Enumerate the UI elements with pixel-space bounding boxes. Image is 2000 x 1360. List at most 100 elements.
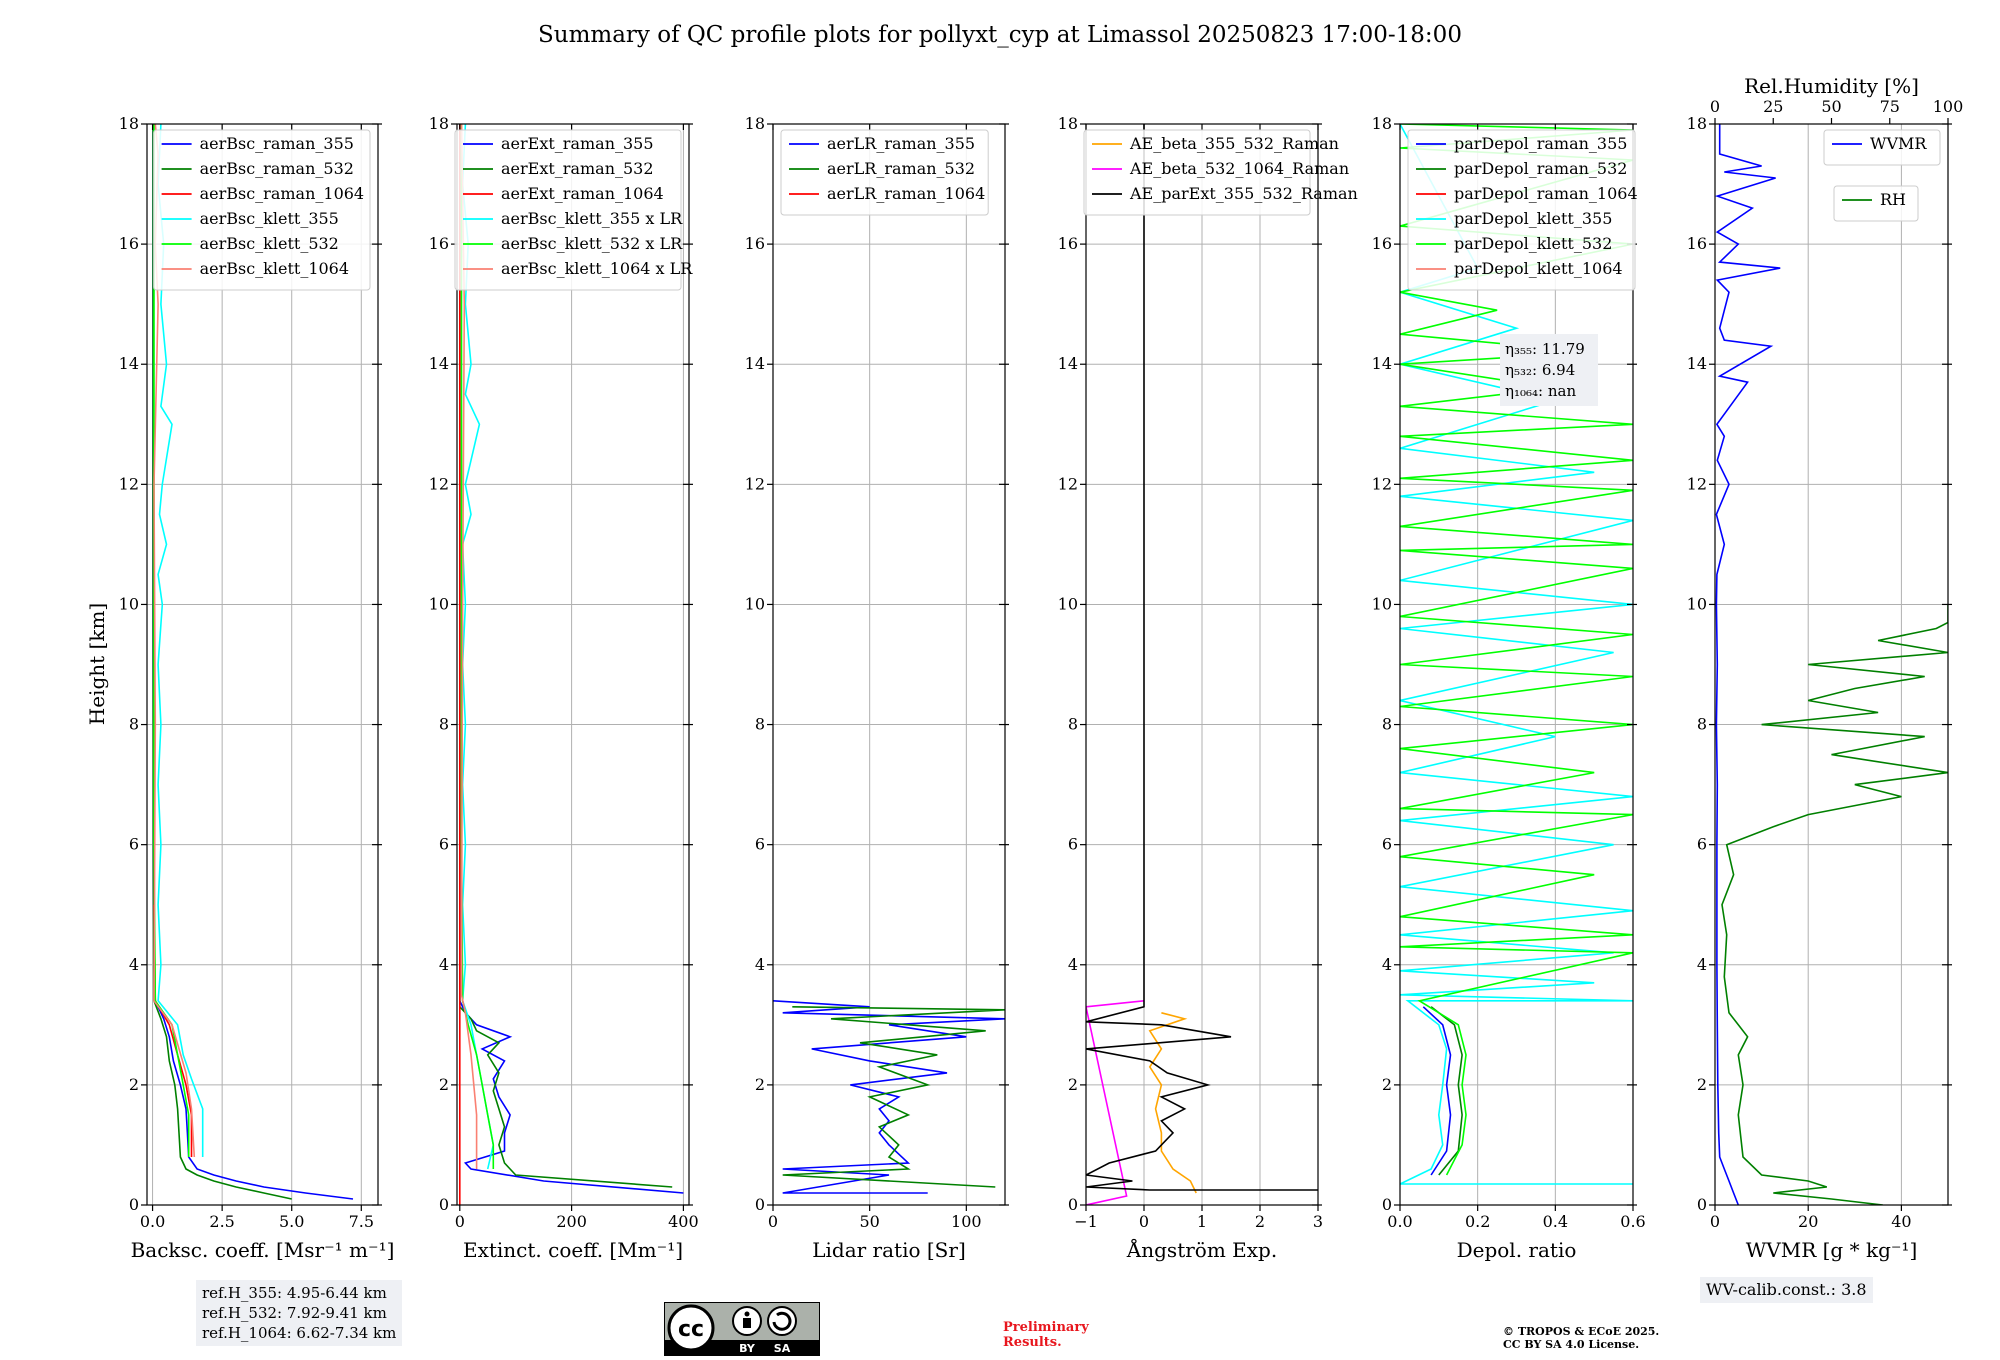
y-tick-label: 16 xyxy=(1687,234,1707,253)
legend-entry: aerBsc_raman_532 xyxy=(200,159,354,178)
legend-box xyxy=(1083,129,1311,216)
x2-tick-label: 75 xyxy=(1880,97,1900,116)
y-tick-label: 12 xyxy=(745,474,765,493)
legend-entry: parDepol_raman_1064 xyxy=(1454,184,1638,203)
legend-entry: aerBsc_klett_532 xyxy=(200,234,339,253)
x-tick-label: 0.6 xyxy=(1620,1212,1645,1231)
legend-box xyxy=(153,129,371,291)
copyright-line-2: CC BY SA 4.0 License. xyxy=(1503,1338,1640,1351)
x-tick-label: 20 xyxy=(1798,1212,1818,1231)
series-line-pardepol-klett-355 xyxy=(1400,124,1633,1185)
plot-frame xyxy=(146,123,379,1206)
y-tick-label: 8 xyxy=(129,715,139,734)
x-tick-label: 200 xyxy=(556,1212,587,1231)
x-tick-label: −1 xyxy=(1074,1212,1098,1231)
y-tick-label: 10 xyxy=(119,594,139,613)
x-axis-label: Ångström Exp. xyxy=(1126,1237,1277,1262)
series-line-ae-beta-532-1064-raman xyxy=(1086,1000,1145,1205)
plot-frame xyxy=(1714,123,1949,1206)
panel-1: 0.0 2.5 5.0 7.5 0 2 4 6 8 10 12 14 16 18 Backsc. coeff… xyxy=(119,114,395,1262)
panel-6: 0 20 40 0 2 4 6 8 10 12 14 16 18 WVMR [g * kg⁻¹] 0 25 50… xyxy=(1687,74,1964,1262)
series-group xyxy=(773,1000,1005,1194)
x-tick-label: 50 xyxy=(859,1212,879,1231)
y-tick-label: 14 xyxy=(119,354,139,373)
legend-entry: AE_beta_355_532_Raman xyxy=(1129,134,1339,153)
legend-entry: parDepol_klett_532 xyxy=(1454,234,1612,253)
x-tick-label: 0.0 xyxy=(140,1212,165,1231)
annotation-line: η₅₃₂: 6.94 xyxy=(1505,361,1575,379)
y-tick-label: 10 xyxy=(1058,594,1078,613)
series-line-rh xyxy=(1721,604,1948,1205)
y-tick-label: 10 xyxy=(1372,594,1392,613)
y-tick-label: 8 xyxy=(1697,715,1707,734)
x2-tick-label: 25 xyxy=(1763,97,1783,116)
x-tick-label: 0 xyxy=(1139,1212,1149,1231)
panel-2: 0 200 400 0 2 4 6 8 10 12 14 16 18 Extinct. coeff. [M… xyxy=(429,114,699,1262)
copyright-note: © TROPOS & ECoE 2025. CC BY SA 4.0 Licen… xyxy=(1503,1325,1659,1351)
y-tick-label: 12 xyxy=(429,474,449,493)
y-tick-label: 18 xyxy=(1372,114,1392,133)
y-tick-label: 8 xyxy=(439,715,449,734)
series-line-aerlr-raman-532 xyxy=(782,1006,1005,1188)
series-line-aerext-raman-532 xyxy=(459,124,673,1188)
y-tick-label: 0 xyxy=(1068,1195,1078,1214)
legend-box xyxy=(1833,185,1919,222)
y-tick-label: 16 xyxy=(1058,234,1078,253)
y-tick-label: 14 xyxy=(429,354,449,373)
y-tick-label: 6 xyxy=(1068,835,1078,854)
series-line-aerlr-raman-355 xyxy=(773,1000,1005,1194)
cc-by-sa-logo: cc BY SA xyxy=(664,1302,820,1356)
x2-tick-label: 100 xyxy=(1933,97,1964,116)
series-line-ae-beta-355-532-raman xyxy=(1148,1012,1197,1194)
y-tick-label: 16 xyxy=(745,234,765,253)
series-group xyxy=(1400,124,1633,1185)
y-tick-label: 4 xyxy=(1382,955,1392,974)
x-tick-label: 0.4 xyxy=(1543,1212,1568,1231)
legend-entry: parDepol_klett_1064 xyxy=(1454,259,1623,278)
cc-logo-sa: SA xyxy=(774,1342,791,1355)
y-tick-label: 8 xyxy=(755,715,765,734)
y-tick-label: 10 xyxy=(429,594,449,613)
x-axis-label: Lidar ratio [Sr] xyxy=(812,1238,966,1262)
series-group xyxy=(1086,124,1318,1205)
y-axis-label: Height [km] xyxy=(85,603,109,725)
legend-entry: AE_parExt_355_532_Raman xyxy=(1129,184,1358,203)
y-tick-label: 2 xyxy=(1068,1075,1078,1094)
y-tick-label: 4 xyxy=(439,955,449,974)
cc-logo-cc: cc xyxy=(678,1317,704,1342)
legend-entry: aerBsc_klett_355 xyxy=(200,209,339,228)
x-tick-label: 5.0 xyxy=(279,1212,304,1231)
annotation-line: η₃₅₅: 11.79 xyxy=(1505,340,1585,358)
preliminary-line-1: Preliminary xyxy=(1003,1320,1089,1335)
legend-box xyxy=(454,129,682,291)
y-tick-label: 10 xyxy=(1687,594,1707,613)
y-tick-label: 8 xyxy=(1382,715,1392,734)
x-tick-label: 2.5 xyxy=(209,1212,234,1231)
y-tick-label: 2 xyxy=(755,1075,765,1094)
legend-entry: parDepol_klett_355 xyxy=(1454,209,1612,228)
y-tick-label: 14 xyxy=(745,354,765,373)
y-tick-label: 0 xyxy=(129,1195,139,1214)
preliminary-line-2: Results. xyxy=(1003,1335,1062,1350)
legend-entry: aerExt_raman_1064 xyxy=(501,184,664,203)
plot-frame xyxy=(772,123,1006,1206)
x2-axis-label: Rel.Humidity [%] xyxy=(1744,74,1919,98)
y-tick-label: 4 xyxy=(1697,955,1707,974)
panel-5: 0.0 0.2 0.4 0.6 0 2 4 6 8 10 12 14 16 18 Depol. ratio p… xyxy=(1372,114,1646,1262)
x-tick-label: 400 xyxy=(668,1212,699,1231)
series-line-aerbsc-klett-355 xyxy=(157,124,204,1157)
figure-title: Summary of QC profile plots for pollyxt_… xyxy=(538,22,1462,48)
legend-entry: aerBsc_raman_355 xyxy=(200,134,354,153)
y-tick-label: 16 xyxy=(429,234,449,253)
y-tick-label: 12 xyxy=(1372,474,1392,493)
series-line-aerbsc-klett-1064-x-lr xyxy=(460,124,478,1169)
x2-tick-label: 0 xyxy=(1710,97,1720,116)
legend-entry: parDepol_raman_532 xyxy=(1454,159,1627,178)
legend-entry: WVMR xyxy=(1870,134,1927,153)
y-tick-label: 12 xyxy=(1687,474,1707,493)
legend-entry: aerBsc_klett_532 x LR xyxy=(501,234,683,253)
y-tick-label: 2 xyxy=(1382,1075,1392,1094)
series-line-ae-parext-355-532-raman xyxy=(1086,124,1318,1191)
